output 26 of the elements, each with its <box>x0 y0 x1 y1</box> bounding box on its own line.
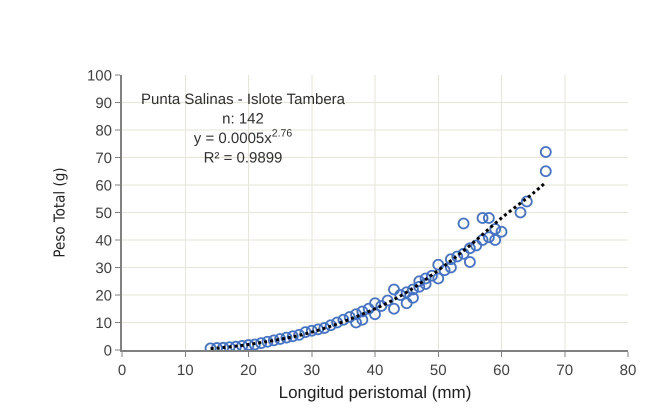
annotation: Punta Salinas - Islote Tambera <box>141 91 346 108</box>
y-tick-label: 30 <box>95 260 112 277</box>
y-tick-label: 80 <box>95 122 112 140</box>
x-tick-label: 80 <box>620 362 636 379</box>
y-tick-label: 0 <box>104 342 112 360</box>
y-tick-label: 100 <box>86 67 112 84</box>
annotation: n: 142 <box>222 110 264 128</box>
annotation: R² = 0.9899 <box>204 150 282 166</box>
y-tick-label: 40 <box>95 232 112 250</box>
y-tick-label: 90 <box>95 94 112 112</box>
x-axis-title: Longitud peristomal (mm) <box>278 382 472 402</box>
x-tick-label: 10 <box>176 362 194 379</box>
x-tick-label: 0 <box>118 362 126 379</box>
x-tick-label: 30 <box>303 362 320 379</box>
x-tick-label: 50 <box>430 362 447 379</box>
y-tick-label: 70 <box>95 150 112 167</box>
annotation: y = 0.0005x$^{2.76}$ <box>194 128 292 147</box>
y-tick-label: 10 <box>95 314 112 332</box>
y-tick-label: 60 <box>95 177 112 194</box>
y-tick-label: 20 <box>95 287 112 304</box>
x-tick-label: 70 <box>556 362 574 379</box>
x-tick-label: 60 <box>493 362 510 379</box>
y-tick-label: 50 <box>95 204 112 222</box>
y-axis-title: Peso Total (g) <box>50 167 69 258</box>
x-tick-label: 40 <box>366 362 384 379</box>
x-tick-label: 20 <box>240 362 257 379</box>
